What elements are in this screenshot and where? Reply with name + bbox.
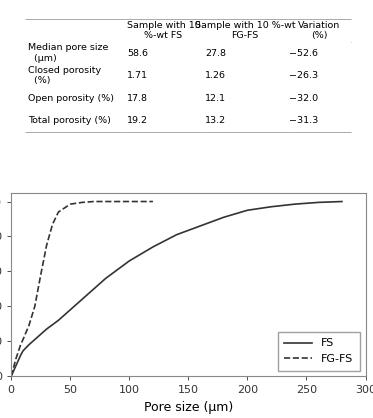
FS <box>44 326 49 331</box>
FG-FS <box>14 356 18 361</box>
FG-FS <box>11 365 16 370</box>
FS <box>269 204 273 209</box>
FG-FS <box>44 243 49 248</box>
FS <box>198 224 203 229</box>
FS <box>32 337 37 342</box>
FS <box>127 258 132 263</box>
FS <box>11 368 16 373</box>
FS <box>68 307 72 312</box>
FS <box>340 199 344 204</box>
FS <box>9 374 13 379</box>
FG-FS <box>16 349 21 354</box>
FS <box>115 267 120 272</box>
FG-FS <box>21 337 25 342</box>
FS <box>56 318 61 323</box>
X-axis label: Pore size (μm): Pore size (μm) <box>144 401 233 414</box>
FS <box>245 208 250 213</box>
FG-FS <box>18 342 23 347</box>
FS <box>103 276 108 281</box>
FS <box>316 200 320 205</box>
FS <box>174 232 179 237</box>
Line: FG-FS: FG-FS <box>11 201 153 376</box>
FG-FS <box>92 199 96 204</box>
FG-FS <box>151 199 155 204</box>
FS <box>222 215 226 220</box>
FG-FS <box>68 201 72 206</box>
FG-FS <box>27 323 31 328</box>
FS <box>21 348 25 353</box>
Line: FS: FS <box>11 201 342 376</box>
FS <box>292 201 297 206</box>
FG-FS <box>50 222 55 227</box>
FS <box>92 286 96 291</box>
FG-FS <box>9 374 13 379</box>
FS <box>151 245 155 250</box>
FS <box>27 342 31 347</box>
FG-FS <box>38 273 43 278</box>
FS <box>18 353 23 358</box>
FS <box>14 363 18 368</box>
FS <box>16 358 21 363</box>
Legend: FS, FG-FS: FS, FG-FS <box>278 332 360 371</box>
FS <box>80 297 84 302</box>
FG-FS <box>80 200 84 205</box>
FG-FS <box>103 199 108 204</box>
FG-FS <box>127 199 132 204</box>
FG-FS <box>56 209 61 214</box>
FG-FS <box>32 304 37 309</box>
